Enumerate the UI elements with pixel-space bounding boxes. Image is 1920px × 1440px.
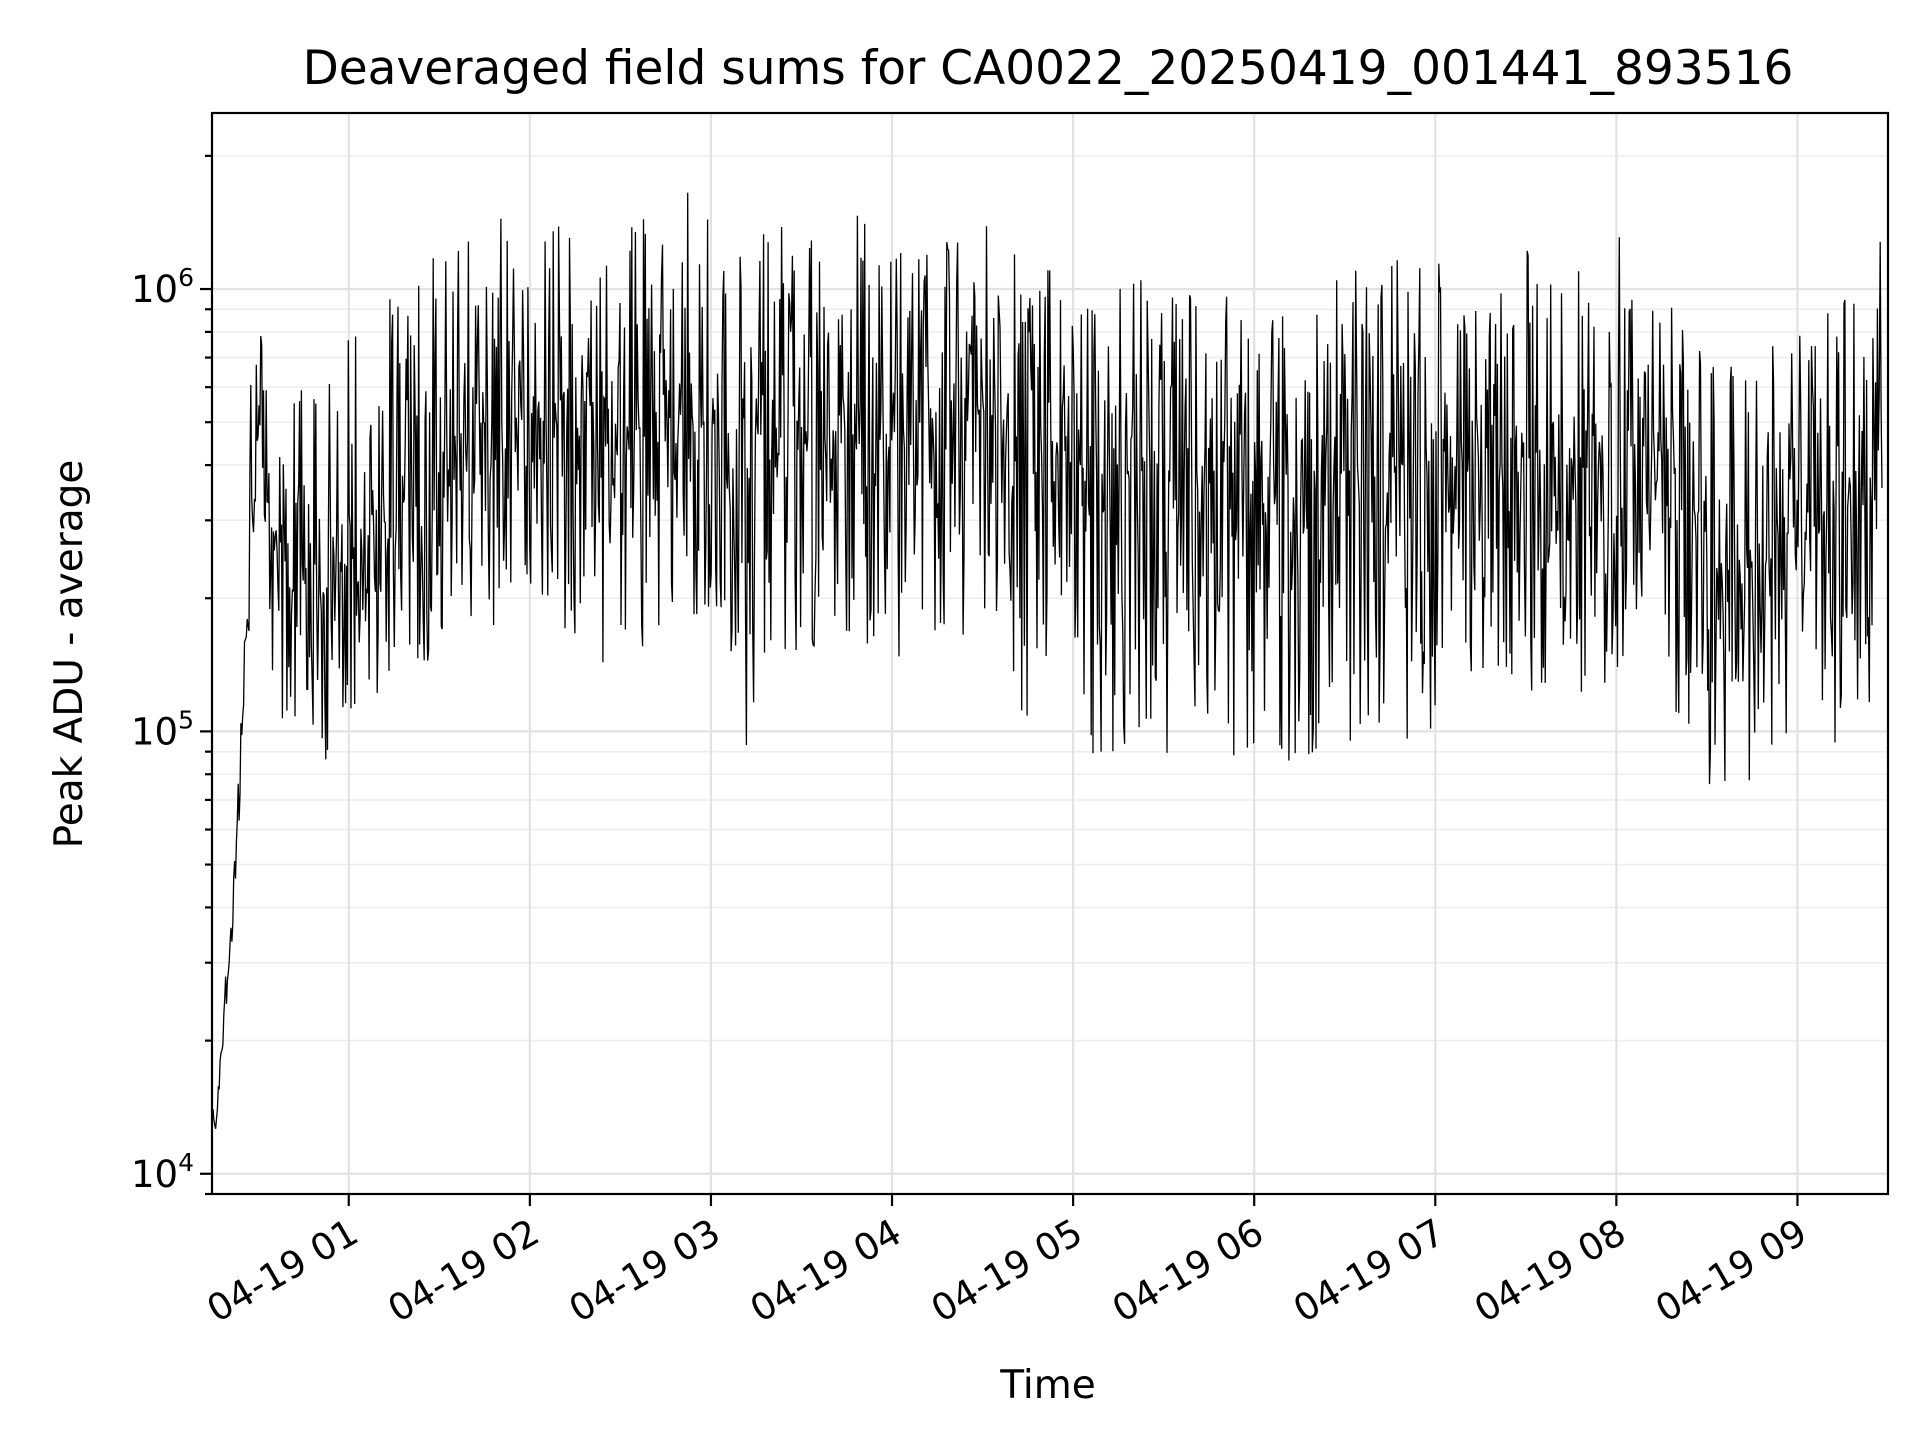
- series-line: [212, 192, 1883, 1129]
- series-layer: [212, 192, 1883, 1129]
- y-axis-label: Peak ADU - average: [47, 460, 92, 849]
- plot-frame: [210, 111, 1890, 1196]
- y-tick-label: 104: [131, 1148, 194, 1196]
- y-axis: 104 105 106: [131, 263, 212, 1196]
- x-axis-label: Time: [999, 1363, 1095, 1408]
- major-gridlines: [212, 113, 1888, 1194]
- chart-title: Deaveraged field sums for CA0022_2025041…: [303, 41, 1794, 96]
- y-tick-label: 105: [131, 705, 194, 753]
- y-tick-label: 106: [131, 263, 194, 311]
